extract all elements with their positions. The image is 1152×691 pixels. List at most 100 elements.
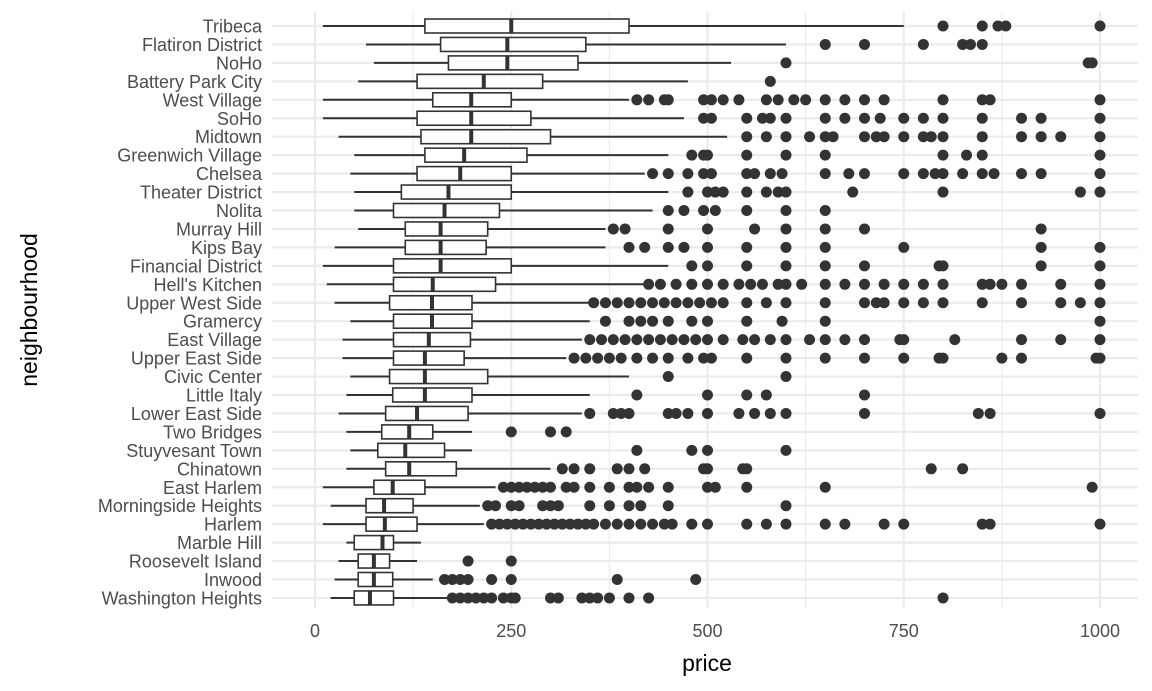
outlier-point (827, 131, 839, 143)
box-hell-s-kitchen (326, 276, 1106, 293)
outlier-point (717, 186, 729, 198)
x-tick-label: 250 (496, 621, 526, 641)
outlier-point (446, 574, 458, 585)
outlier-point (976, 20, 988, 32)
iqr-box (365, 497, 414, 514)
outlier-point (462, 574, 474, 585)
outlier-point (1094, 278, 1106, 290)
outlier-point (662, 168, 674, 180)
outlier-point (552, 592, 564, 604)
outlier-point (984, 94, 996, 106)
outlier-point (859, 352, 870, 364)
outlier-point (1094, 131, 1106, 143)
outlier-point (521, 481, 533, 493)
outlier-point (839, 94, 851, 106)
outlier-point (780, 371, 792, 383)
outlier-point (1094, 20, 1106, 32)
outlier-point (780, 500, 792, 512)
iqr-box (376, 442, 446, 459)
outlier-point (599, 297, 611, 309)
outlier-point (686, 315, 698, 327)
outlier-point (1074, 297, 1086, 309)
outlier-point (780, 278, 792, 290)
outlier-point (607, 223, 619, 235)
box-washington-heights (330, 590, 949, 606)
outlier-point (623, 407, 635, 419)
y-tick-label: Inwood (204, 570, 262, 590)
outlier-point (525, 518, 537, 530)
box-upper-west-side (334, 294, 1106, 311)
outlier-point (780, 205, 792, 216)
outlier-point (537, 481, 549, 493)
outlier-point (1086, 481, 1098, 493)
outlier-point (439, 574, 451, 585)
outlier-point (666, 518, 678, 530)
outlier-point (643, 481, 655, 493)
outlier-point (780, 260, 792, 272)
outlier-point (682, 407, 694, 419)
outlier-point (957, 463, 969, 475)
box-inwood (334, 571, 702, 588)
iqr-box (353, 534, 395, 551)
outlier-point (764, 407, 776, 419)
outlier-point (584, 481, 596, 493)
outlier-point (446, 592, 458, 604)
outlier-point (705, 352, 717, 364)
outlier-point (635, 518, 647, 530)
outlier-point (839, 278, 851, 290)
outlier-point (1094, 407, 1106, 419)
outlier-point (607, 334, 619, 346)
outlier-point (682, 297, 694, 309)
outlier-point (976, 149, 988, 161)
outlier-point (819, 112, 831, 124)
outlier-point (572, 518, 584, 530)
outlier-point (560, 426, 572, 438)
outlier-point (599, 315, 611, 327)
outlier-point (1016, 131, 1027, 143)
outlier-point (733, 94, 745, 106)
outlier-point (937, 278, 949, 290)
outlier-point (996, 352, 1008, 364)
outlier-point (764, 334, 776, 346)
iqr-box (388, 368, 489, 385)
outlier-point (878, 518, 890, 530)
outlier-point (705, 112, 717, 124)
outlier-point (741, 241, 753, 253)
outlier-point (870, 297, 882, 309)
outlier-point (847, 186, 859, 198)
outlier-point (917, 278, 929, 290)
outlier-point (780, 352, 792, 364)
outlier-point (705, 94, 717, 106)
outlier-point (1094, 241, 1106, 253)
outlier-point (698, 168, 710, 180)
iqr-box (391, 387, 473, 403)
outlier-point (662, 407, 674, 419)
outlier-point (623, 315, 635, 327)
outlier-point (772, 186, 784, 198)
x-tick-label: 0 (310, 621, 320, 641)
box-lower-east-side (338, 405, 1106, 422)
outlier-point (917, 131, 929, 143)
outlier-point (666, 334, 678, 346)
y-tick-label: East Village (167, 330, 262, 350)
outlier-point (717, 334, 729, 346)
box-flatiron-district (366, 36, 988, 53)
outlier-point (1016, 112, 1027, 124)
outlier-point (1035, 241, 1047, 253)
outlier-point (505, 481, 517, 493)
outlier-point (545, 500, 556, 512)
outlier-point (647, 352, 659, 364)
outlier-point (1055, 297, 1067, 309)
outlier-point (635, 315, 647, 327)
outlier-point (1016, 168, 1027, 180)
outlier-point (454, 574, 466, 585)
iqr-box (384, 460, 458, 477)
outlier-point (1094, 260, 1106, 272)
y-tick-label: Gramercy (183, 312, 262, 332)
outlier-point (760, 297, 772, 309)
outlier-point (937, 260, 949, 272)
y-tick-label: Kips Bay (191, 238, 262, 258)
outlier-point (780, 112, 792, 124)
y-tick-label: Flatiron District (142, 35, 262, 55)
